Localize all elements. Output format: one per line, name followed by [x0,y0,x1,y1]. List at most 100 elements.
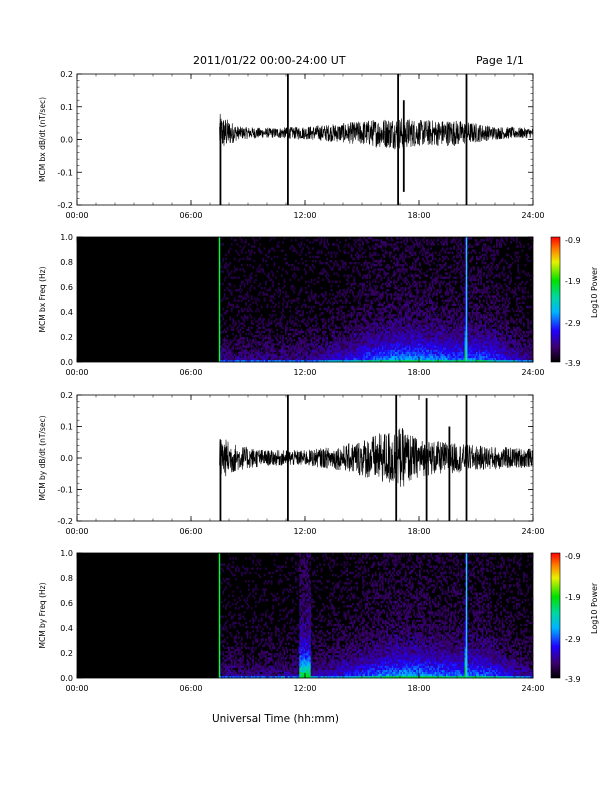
bx-spectrogram-cell [375,279,377,281]
bx-spectrogram-cell [258,350,260,352]
bx-spectrogram-cell [396,281,398,283]
bx-spectrogram-cell [334,262,336,264]
bx-spectrogram-cell [332,281,334,283]
bx-spectrogram-cell [242,331,244,333]
bx-spectrogram-cell [247,350,249,352]
bx-spectrogram-cell [443,322,445,324]
bx-spectrogram-cell [251,327,253,329]
bx-spectrogram-cell [229,318,231,320]
bx-spectrogram-cell [448,325,450,327]
bx-spectrogram-cell [400,310,402,312]
bx-spectrogram-cell [308,316,310,318]
bx-spectrogram-cell [248,333,250,335]
bx-spectrogram-cell [251,343,253,345]
bx-spectrogram-cell [251,295,253,297]
bx-spectrogram-cell [371,300,373,302]
bx-spectrogram-cell [406,279,408,281]
bx-spectrogram-cell [425,254,427,256]
bx-spectrogram-cell [271,341,273,343]
bx-spectrogram-cell [278,283,280,285]
bx-spectrogram-cell [282,302,284,304]
bx-spectrogram-cell [249,289,251,291]
bx-spectrogram-cell [249,254,251,256]
bx-spectrogram-cell [319,335,321,337]
bx-spectrogram-cell [381,322,383,324]
bx-spectrogram-cell [355,262,357,264]
bx-spectrogram-cell [365,289,367,291]
bx-spectrogram-cell [432,304,434,306]
bx-spectrogram-cell [393,300,395,302]
bx-spectrogram-cell [453,310,455,312]
bx-spectrogram-cell [462,312,464,314]
bx-spectrogram-cell [315,300,317,302]
bx-spectrogram-cell [453,270,455,272]
bx-spectrogram-cell [221,266,223,268]
bx-spectrogram-cell [306,339,308,341]
bx-spectrogram-cell [251,250,253,252]
bx-spectrogram-cell [403,272,405,274]
bx-spectrogram-cell [247,318,249,320]
bx-spectrogram-cell [301,343,303,345]
bx-spectrogram-cell [460,258,462,260]
bx-spectrogram-cell [254,241,256,243]
bx-spectrogram-cell [315,337,317,339]
bx-spectrogram-cell [446,243,448,245]
bx-spectrogram-cell [257,329,259,331]
bx-spectrogram-cell [400,283,402,285]
bx-spectrogram-cell [346,335,348,337]
bx-spectrogram-cell [319,308,321,310]
bx-spectrogram-cell [244,341,246,343]
bx-spectrogram-cell [238,325,240,327]
bx-spectrogram-cell [309,297,311,299]
bx-spectrogram-cell [429,310,431,312]
bx-spectrogram-cell [268,277,270,279]
bx-spectrogram-cell [338,245,340,247]
bx-spectrogram-cell [460,250,462,252]
bx-spectrogram-cell [436,302,438,304]
bx-spectrogram-cell [450,285,452,287]
bx-spectrogram-cell [299,337,301,339]
bx-spectrogram-cell [309,327,311,329]
bx-spectrogram-cell [460,308,462,310]
bx-spectrogram-cell [275,314,277,316]
bx-spectrogram-cell [309,241,311,243]
bx-spectrogram-cell [294,277,296,279]
bx-spectrogram-cell [274,297,276,299]
bx-spectrogram-cell [249,281,251,283]
bx-spectrogram-cell [281,275,283,277]
bx-spectrogram-cell [381,277,383,279]
bx-spectrogram-cell [227,306,229,308]
bx-spectrogram-cell [311,268,313,270]
bx-spectrogram-cell [315,341,317,343]
bx-spectrogram-cell [267,264,269,266]
bx-spectrogram-cell [366,264,368,266]
bx-spectrogram-cell [248,345,250,347]
bx-spectrogram-cell [275,304,277,306]
bx-spectrogram-cell [422,302,424,304]
bx-spectrogram-cell [332,312,334,314]
bx-spectrogram-cell [453,302,455,304]
bx-waveform-ytick-label: -0.1 [57,168,73,177]
bx-spectrogram-cell [311,331,313,333]
bx-spectrogram-cell [440,291,442,293]
bx-spectrogram-cell [433,268,435,270]
bx-spectrogram-cell [412,300,414,302]
bx-spectrogram-cell [329,281,331,283]
bx-spectrogram-cell [259,343,261,345]
bx-spectrogram-cell [445,329,447,331]
bx-spectrogram-cell [288,295,290,297]
bx-spectrogram-cell [296,300,298,302]
bx-spectrogram-cell [221,345,223,347]
bx-spectrogram-cell [379,262,381,264]
bx-spectrogram-cell [398,300,400,302]
bx-spectrogram-cell [274,250,276,252]
bx-spectrogram-cell [396,310,398,312]
bx-spectrogram-cell [329,343,331,345]
bx-spectrogram-cell [229,283,231,285]
bx-spectrogram-cell [237,329,239,331]
bx-spectrogram-cell [462,289,464,291]
bx-spectrogram-cell [237,243,239,245]
bx-spectrogram-cell [241,252,243,254]
bx-spectrogram-cell [359,335,361,337]
bx-spectrogram-cell [345,302,347,304]
